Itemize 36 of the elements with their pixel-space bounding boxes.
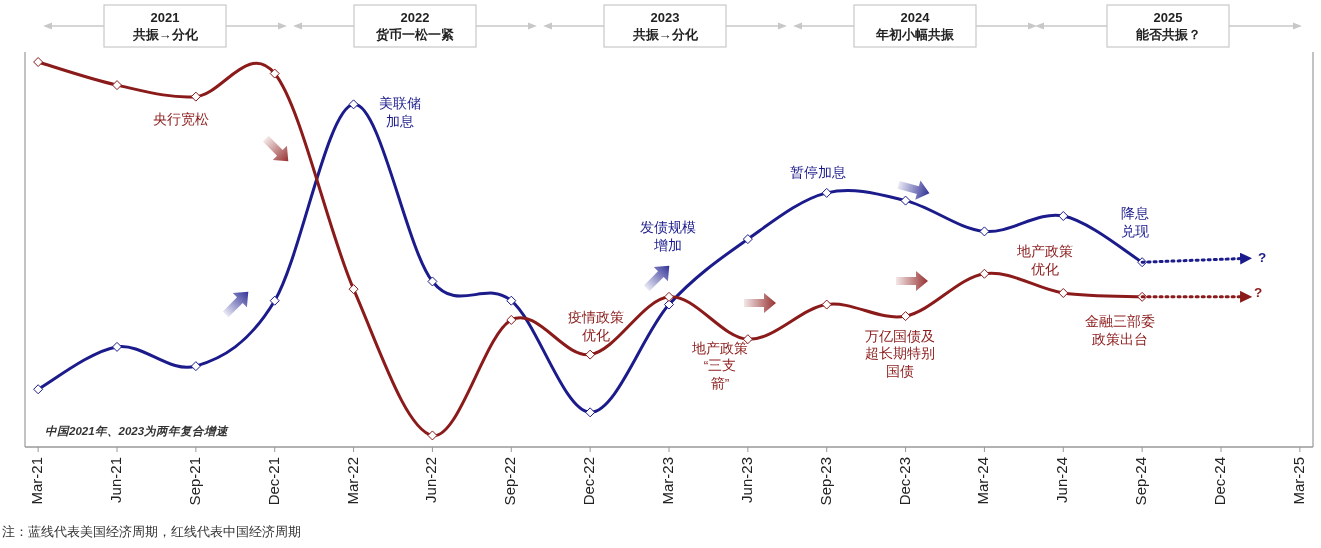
text: 注：蓝线代表美国经济周期，红线代表中国经济周期 <box>2 524 301 539</box>
x-tick-label: Sep-23 <box>816 457 834 506</box>
annotation: 降息兑现 <box>1121 205 1149 239</box>
x-tick-label: Dec-23 <box>895 457 913 506</box>
annotation: 地产政策“三支箭” <box>691 340 748 391</box>
x-tick-label: Mar-22 <box>343 457 361 505</box>
x-tick-label: Jun-24 <box>1053 457 1071 503</box>
x-tick-label: Sep-24 <box>1132 457 1150 506</box>
x-tick-label: Sep-22 <box>501 457 519 506</box>
annotation: 金融三部委政策出台 <box>1085 313 1155 347</box>
annotation: 地产政策优化 <box>1016 243 1073 277</box>
annotation: 央行宽松 <box>153 111 209 127</box>
text: 2022 货币一松一紧 <box>375 9 454 42</box>
annotation: 疫情政策优化 <box>568 309 624 343</box>
text: 2024 年初小幅共振 <box>875 9 955 42</box>
x-tick-label: Mar-24 <box>974 457 992 505</box>
x-tick-label: Dec-21 <box>264 457 282 506</box>
annotation: ? <box>1257 249 1267 265</box>
x-tick-label: Mar-21 <box>28 457 46 505</box>
annotation: 发债规模增加 <box>640 219 696 253</box>
x-tick-label: Jun-22 <box>422 457 440 503</box>
x-tick-label: Jun-23 <box>737 457 755 503</box>
x-tick-label: Dec-22 <box>580 457 598 506</box>
annotation: 美联储加息 <box>379 95 421 129</box>
annotation: ? <box>1253 284 1263 300</box>
annotation: 中国2021年、2023为两年复合增速 <box>45 425 230 437</box>
x-tick-label: Mar-23 <box>658 457 676 505</box>
x-tick-label: Mar-25 <box>1289 457 1307 505</box>
text: 2021 共振→分化 <box>131 9 199 42</box>
annotation: 暂停加息 <box>790 164 846 180</box>
x-tick-label: Dec-24 <box>1210 457 1228 506</box>
annotation: 万亿国债及超长期特别国债 <box>865 328 935 379</box>
x-tick-label: Jun-21 <box>106 457 124 503</box>
text: 2025 能否共振？ <box>1135 9 1201 42</box>
text: 2023 共振→分化 <box>631 9 699 42</box>
x-tick-label: Sep-21 <box>185 457 203 506</box>
